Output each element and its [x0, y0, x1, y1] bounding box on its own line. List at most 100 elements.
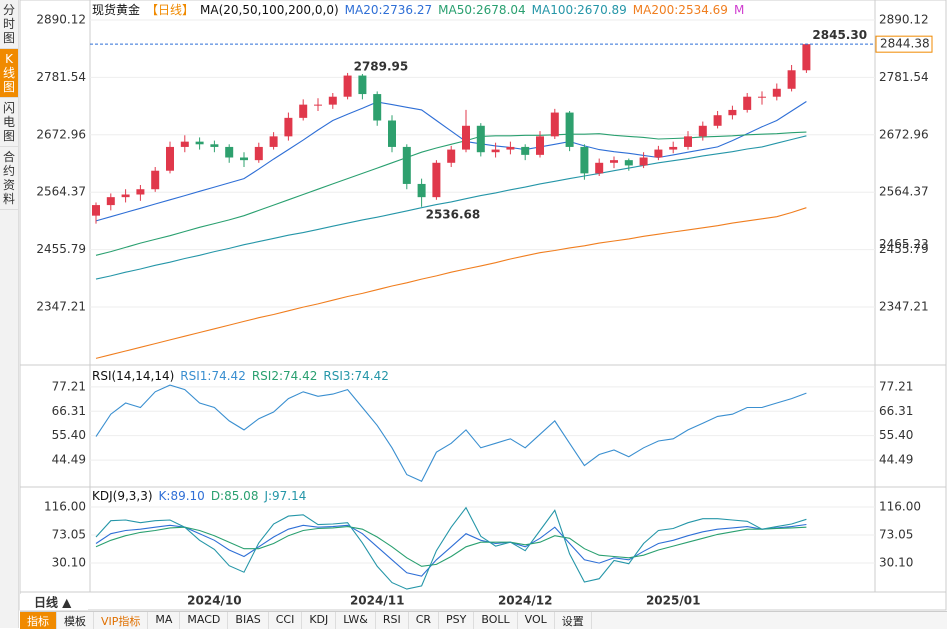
candle-body: [225, 146, 234, 158]
y-tick-label: 2347.21: [879, 300, 929, 314]
candle-body: [195, 141, 204, 145]
toolbar-button[interactable]: LW&: [336, 612, 376, 629]
candle-body: [417, 183, 426, 198]
high-label: 2845.30: [812, 28, 867, 42]
toolbar-button[interactable]: BOLL: [474, 612, 518, 629]
y-tick-label: 2672.96: [879, 127, 929, 141]
y-tick-label: 2890.12: [879, 12, 929, 26]
series-line: [95, 506, 807, 590]
toolbar-button[interactable]: BIAS: [228, 612, 269, 629]
candle-body: [787, 70, 796, 89]
y-tick-label: 66.31: [52, 404, 86, 418]
x-tick-label: 2024/12: [498, 594, 552, 608]
y-tick-label: 73.05: [52, 528, 86, 542]
candle-body: [240, 157, 248, 161]
y-tick-label: 2564.37: [36, 185, 86, 199]
panel-header: RSI(14,14,14) RSI1:74.42 RSI2:74.42 RSI3:74…: [92, 369, 389, 383]
candle-body: [432, 162, 441, 198]
toolbar-button[interactable]: RSI: [376, 612, 409, 629]
y-tick-label: 116.00: [879, 500, 921, 514]
chart: 2890.12 2890.12 2781.54 2781.54 2672.96 2672.…: [19, 0, 947, 611]
candle-body: [92, 205, 100, 216]
low-label: 2536.68: [426, 207, 481, 221]
sidebar: 分时图 K线图 闪电图 合约资料: [0, 0, 19, 628]
plot-frame: [19, 0, 947, 611]
candle-body: [136, 189, 145, 195]
candle-body: [802, 44, 811, 71]
panel-title: RSI(14,14,14): [92, 369, 174, 383]
y-tick-label: 2781.54: [879, 70, 929, 84]
candle-body: [698, 125, 707, 137]
header-text: MA50:2678.04: [438, 3, 526, 17]
toolbar-button[interactable]: 设置: [555, 612, 592, 629]
y-tick-label: 66.31: [879, 404, 913, 418]
period-button-label: 日线 ▲: [34, 595, 72, 610]
toolbar-button[interactable]: 模板: [57, 612, 94, 629]
side-tab[interactable]: 闪电图: [0, 98, 18, 147]
series-line: [95, 101, 807, 222]
header-text: M: [734, 3, 744, 17]
side-tab[interactable]: K线图: [0, 49, 18, 98]
candle-body: [284, 117, 293, 137]
series-line: [95, 135, 807, 280]
header-text: 【日线】: [146, 3, 194, 17]
candle-body: [180, 141, 189, 147]
toolbar-button[interactable]: MACD: [180, 612, 229, 629]
toolbar-button[interactable]: VOL: [518, 612, 555, 629]
series-line: [95, 526, 807, 567]
y-tick-label: 73.05: [879, 528, 913, 542]
candle-body: [358, 75, 367, 95]
toolbar-button[interactable]: MA: [148, 612, 181, 629]
candle-body: [772, 88, 781, 97]
candle-body: [728, 109, 737, 116]
candle-body: [684, 136, 692, 147]
candle-body: [166, 146, 174, 171]
toolbar-button[interactable]: PSY: [439, 612, 475, 629]
y-tick-label: 44.49: [52, 453, 86, 467]
y-tick-label: 2564.37: [879, 185, 929, 199]
y-tick-label: 44.49: [879, 453, 913, 467]
y-tick-label: 55.40: [52, 428, 86, 442]
candle-body: [388, 120, 396, 147]
y-tick-label: 116.00: [44, 500, 86, 514]
y-tick-label: 77.21: [52, 379, 86, 393]
toolbar-button[interactable]: CCI: [269, 612, 303, 629]
panel-header: KDJ(9,3,3) K:89.10 D:85.08 J:97.14: [92, 489, 306, 503]
y-tick-label: 2781.54: [36, 70, 86, 84]
candle-body: [210, 144, 219, 147]
candle-body: [743, 96, 752, 110]
panel-value: D:85.08: [211, 489, 259, 503]
side-tab[interactable]: 分时图: [0, 0, 18, 49]
y-tick-label: 2455.79: [36, 242, 86, 256]
panel-value: J:97.14: [263, 489, 306, 503]
candle-body: [314, 104, 322, 106]
panel-title: KDJ(9,3,3): [92, 489, 153, 503]
candle-body: [254, 146, 263, 161]
toolbar-button[interactable]: KDJ: [302, 612, 337, 629]
panel-value: RSI3:74.42: [323, 369, 389, 383]
y-tick-label: 77.21: [879, 379, 913, 393]
header-text: MA100:2670.89: [532, 3, 627, 17]
panel-value: RSI1:74.42: [180, 369, 246, 383]
toolbar-button[interactable]: VIP指标: [94, 612, 149, 629]
side-tab[interactable]: 合约资料: [0, 147, 18, 210]
toolbar-button[interactable]: CR: [409, 612, 440, 629]
candle-body: [610, 160, 618, 163]
candle-body: [521, 146, 530, 155]
period-button[interactable]: [20, 594, 88, 610]
candle-body: [373, 94, 382, 121]
candle-body: [565, 112, 574, 147]
y-tick-label: 2347.21: [36, 300, 86, 314]
candle-body: [624, 160, 633, 166]
price-tag: [875, 35, 933, 53]
candle-body: [491, 149, 500, 153]
candle-body: [343, 75, 352, 97]
candle-body: [402, 146, 411, 184]
candle-body: [269, 136, 278, 147]
candle-body: [462, 125, 470, 150]
candle-body: [536, 136, 544, 155]
toolbar-button[interactable]: 指标: [20, 612, 57, 629]
header-text: MA200:2534.69: [633, 3, 728, 17]
candle-body: [654, 149, 663, 158]
